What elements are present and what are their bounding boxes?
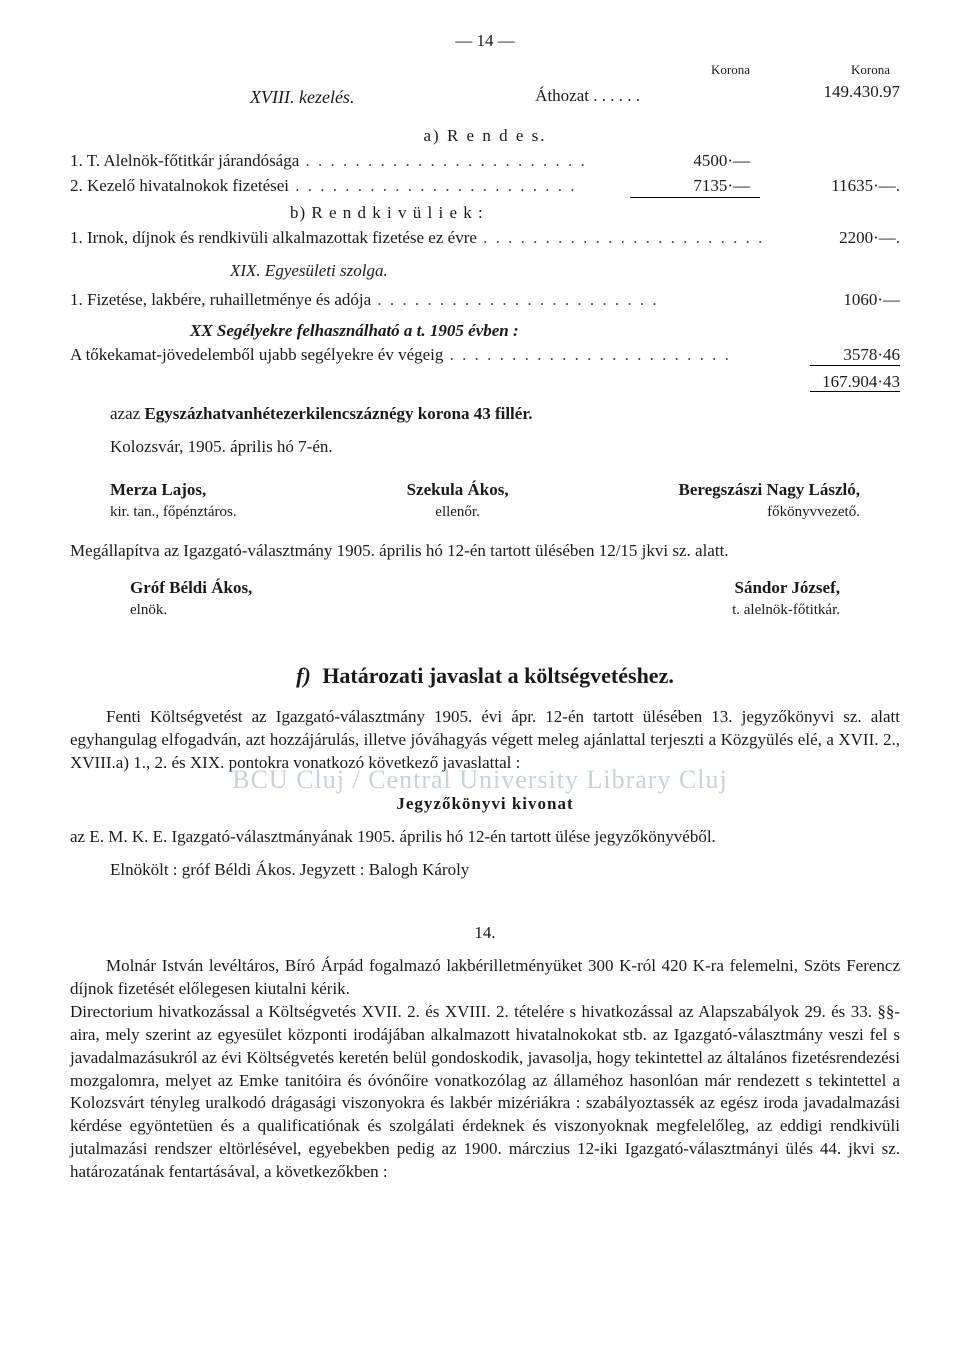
subhead-b: b) R e n d k i v ü l i e k : [290,202,900,225]
section-xix: XIX. Egyesületi szolga. [230,260,900,283]
carry-header: XVIII. kezelés. Áthozat . . . . . . Koro… [70,61,900,121]
carry-label: Áthozat . . . . . . [535,85,640,108]
line-4-right: 1060·— [843,289,900,312]
line-5-right: 3578·46 [843,344,900,367]
jk-heading: Jegyzőkönyvi kivonat [70,793,900,816]
sig4-name: Gróf Béldi Ákos, [130,577,252,600]
sig3-title: főkönyvvezető. [679,502,860,522]
sig1-title: kir. tan., főpénztáros. [110,502,237,522]
line-3-right: 2200·—. [839,227,900,250]
f-heading: f) Határozati javaslat a költségvetéshez… [70,661,900,691]
line-3: 1. Irnok, díjnok és rendkivüli alkalmazo… [70,227,900,250]
f-title: Határozati javaslat a költségvetéshez. [322,663,674,688]
korona-label-1: Korona [711,61,750,79]
sig4-title: elnök. [130,600,252,620]
line-1-mid: 4500·— [693,150,750,173]
signature-row-1: Merza Lajos, kir. tan., főpénztáros. Sze… [110,479,860,522]
sig3-name: Beregszászi Nagy László, [679,479,860,502]
item-number-14: 14. [70,922,900,945]
section-xviii: XVIII. kezelés. [250,85,354,109]
sig1-name: Merza Lajos, [110,479,237,502]
total-line: 167.904·43 [70,369,900,397]
line-1: 1. T. Alelnök-főtitkár járandósága 4500·… [70,150,900,173]
line-2-label: 2. Kezelő hivatalnokok fizetései [70,175,577,198]
megallapitva: Megállapítva az Igazgató-választmány 190… [70,540,900,563]
line-5: A tőkekamat-jövedelemből ujabb segélyekr… [70,344,900,367]
section-xx: XX Segélyekre felhasználható a t. 1905 é… [190,320,900,343]
line-4-label: 1. Fizetése, lakbére, ruhailletménye és … [70,289,659,312]
body-paragraph: Molnár István levéltáros, Bíró Árpád fog… [70,955,900,1184]
carry-amount: 149.430.97 [824,81,901,104]
sig5-title: t. alelnök-főtitkár. [732,600,840,620]
line-5-label: A tőkekamat-jövedelemből ujabb segélyekr… [70,344,731,367]
presided: Elnökölt : gróf Béldi Ákos. Jegyzett : B… [110,859,900,882]
line-2: 2. Kezelő hivatalnokok fizetései 7135·— … [70,175,900,198]
f-paragraph: Fenti Költségvetést az Igazgató-választm… [70,706,900,775]
signature-row-2: Gróf Béldi Ákos, elnök. Sándor József, t… [130,577,840,620]
sig5-name: Sándor József, [732,577,840,600]
line-3-label: 1. Irnok, díjnok és rendkivüli alkalmazo… [70,227,764,250]
jk-line: az E. M. K. E. Igazgató-választmányának … [70,826,900,849]
korona-label-2: Korona [851,61,890,79]
date-place: Kolozsvár, 1905. április hó 7-én. [110,436,900,459]
page-number-top: — 14 — [70,30,900,53]
line-1-label: 1. T. Alelnök-főtitkár járandósága [70,150,587,173]
azaz-bold: Egyszázhatvanhétezerkilencszáznégy koron… [144,404,532,423]
subhead-a: a) R e n d e s. [70,125,900,148]
azaz-line: azaz Egyszázhatvanhétezerkilencszáznégy … [70,403,900,426]
sig2-title: ellenőr. [407,502,509,522]
sig2-name: Szekula Ákos, [407,479,509,502]
line-2-mid: 7135·— [693,175,750,198]
f-marker: f) [296,663,311,688]
line-2-right: 11635·—. [831,175,900,198]
line-4: 1. Fizetése, lakbére, ruhailletménye és … [70,289,900,312]
azaz-prefix: azaz [110,404,144,423]
